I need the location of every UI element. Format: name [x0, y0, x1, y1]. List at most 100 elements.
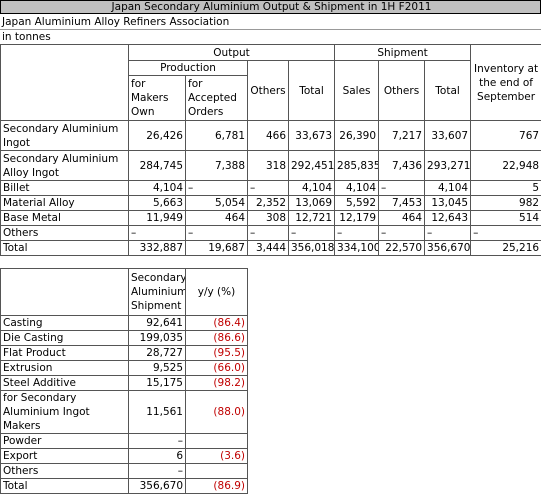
table-cell: –	[335, 226, 379, 241]
table-cell: 11,949	[129, 211, 186, 226]
table-cell: 12,179	[335, 211, 379, 226]
table-cell: 26,390	[335, 121, 379, 151]
row-label: Others	[1, 464, 129, 479]
table-cell: (66.0)	[186, 361, 248, 376]
table-cell: 356,670	[425, 241, 471, 256]
row-label: Flat Product	[1, 346, 129, 361]
table-cell: 12,643	[425, 211, 471, 226]
row-label: Extrusion	[1, 361, 129, 376]
table-cell: (86.4)	[186, 316, 248, 331]
table-row: Others––––––––	[1, 226, 541, 241]
column-header: Total	[425, 61, 471, 121]
table-cell: 15,175	[129, 376, 186, 391]
group-header: Output	[129, 45, 335, 61]
table-cell: 3,444	[248, 241, 289, 256]
table-cell: 5,663	[129, 196, 186, 211]
column-header: Sales	[335, 61, 379, 121]
table-cell: –	[129, 434, 186, 449]
title: Japan Secondary Aluminium Output & Shipm…	[0, 0, 541, 14]
table-cell: 334,100	[335, 241, 379, 256]
table-cell: –	[129, 226, 186, 241]
row-label: Material Alloy	[1, 196, 129, 211]
corner-cell	[1, 45, 129, 121]
table-cell: 6	[129, 449, 186, 464]
table-cell: (88.0)	[186, 391, 248, 434]
table-cell: 982	[471, 196, 541, 211]
group-header: Shipment	[335, 45, 471, 61]
table-cell: 92,641	[129, 316, 186, 331]
column-header: Others	[379, 61, 425, 121]
row-label: Total	[1, 241, 129, 256]
row-label: Secondary Aluminium Ingot	[1, 121, 129, 151]
table-cell: 33,607	[425, 121, 471, 151]
table-cell: 7,453	[379, 196, 425, 211]
column-header: Inventory at the end of September	[471, 45, 541, 121]
row-label: Secondary Aluminium Alloy Ingot	[1, 151, 129, 181]
table-cell: 13,069	[289, 196, 335, 211]
table-cell: –	[186, 226, 248, 241]
table-row: Others–	[1, 464, 248, 479]
table-cell: 33,673	[289, 121, 335, 151]
table-cell: (95.5)	[186, 346, 248, 361]
table-cell: 767	[471, 121, 541, 151]
table-cell: –	[129, 464, 186, 479]
table-cell: 5	[471, 181, 541, 196]
row-label: Billet	[1, 181, 129, 196]
table-cell: 356,018	[289, 241, 335, 256]
table-cell: 4,104	[425, 181, 471, 196]
table-cell: 13,045	[425, 196, 471, 211]
table-cell: 318	[248, 151, 289, 181]
table-cell: –	[289, 226, 335, 241]
table-cell: 308	[248, 211, 289, 226]
table-cell: 25,216	[471, 241, 541, 256]
row-label: Casting	[1, 316, 129, 331]
subtitle: Japan Aluminium Alloy Refiners Associati…	[0, 14, 541, 30]
column-header: Secondary Aluminium Shipment	[129, 269, 186, 316]
table-cell: (98.2)	[186, 376, 248, 391]
table-cell: –	[186, 181, 248, 196]
column-header: Others	[248, 61, 289, 121]
table-cell: 285,835	[335, 151, 379, 181]
table-cell: 12,721	[289, 211, 335, 226]
row-label: Die Casting	[1, 331, 129, 346]
table-cell: 284,745	[129, 151, 186, 181]
column-header: Total	[289, 61, 335, 121]
table-cell: 464	[186, 211, 248, 226]
table-cell: –	[379, 226, 425, 241]
column-header: for Accepted Orders	[186, 76, 248, 121]
row-label: Base Metal	[1, 211, 129, 226]
table-cell: 464	[379, 211, 425, 226]
column-header: y/y (%)	[186, 269, 248, 316]
table-cell: (3.6)	[186, 449, 248, 464]
table-cell: 7,217	[379, 121, 425, 151]
table-cell: 19,687	[186, 241, 248, 256]
row-label: Total	[1, 479, 129, 494]
table-cell: 356,670	[129, 479, 186, 494]
table-cell	[186, 464, 248, 479]
table-cell: 26,426	[129, 121, 186, 151]
row-label: Others	[1, 226, 129, 241]
table-cell: 2,352	[248, 196, 289, 211]
table-cell	[186, 434, 248, 449]
table-cell: 332,887	[129, 241, 186, 256]
table-cell: 9,525	[129, 361, 186, 376]
column-header: for Makers Own	[129, 76, 186, 121]
table-cell: 5,592	[335, 196, 379, 211]
unit: in tonnes	[0, 30, 541, 44]
table-cell: 6,781	[186, 121, 248, 151]
table-row: Powder–	[1, 434, 248, 449]
table-cell: (86.6)	[186, 331, 248, 346]
table-cell: 5,054	[186, 196, 248, 211]
group-header: Production	[129, 61, 248, 76]
